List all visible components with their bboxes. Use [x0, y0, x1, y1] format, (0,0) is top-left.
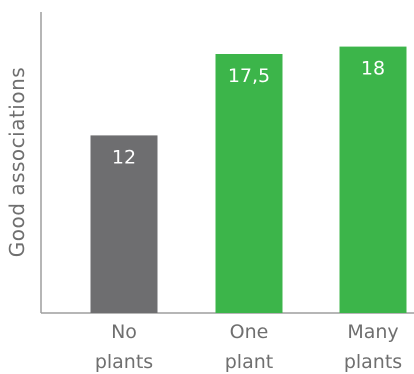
category-label-3-line-1: Many: [347, 321, 398, 343]
category-label-2-line-1: One: [230, 321, 269, 343]
bar-3: [339, 46, 407, 313]
bar-2: [215, 54, 283, 313]
category-labels-group: No plants One plant Many plants: [95, 321, 402, 373]
category-label-2-line-2: plant: [225, 351, 273, 373]
category-label-1-line-1: No: [111, 321, 137, 343]
bar-value-label-3: 18: [361, 58, 385, 80]
category-label-1-line-2: plants: [95, 351, 153, 373]
y-axis-title: Good associations: [5, 67, 29, 257]
category-label-3-line-2: plants: [344, 351, 402, 373]
bar-value-label-1: 12: [112, 146, 136, 168]
bars-group: 12 17,5 18: [90, 46, 407, 313]
bar-1: [90, 135, 158, 313]
bar-value-label-2: 17,5: [228, 65, 270, 87]
